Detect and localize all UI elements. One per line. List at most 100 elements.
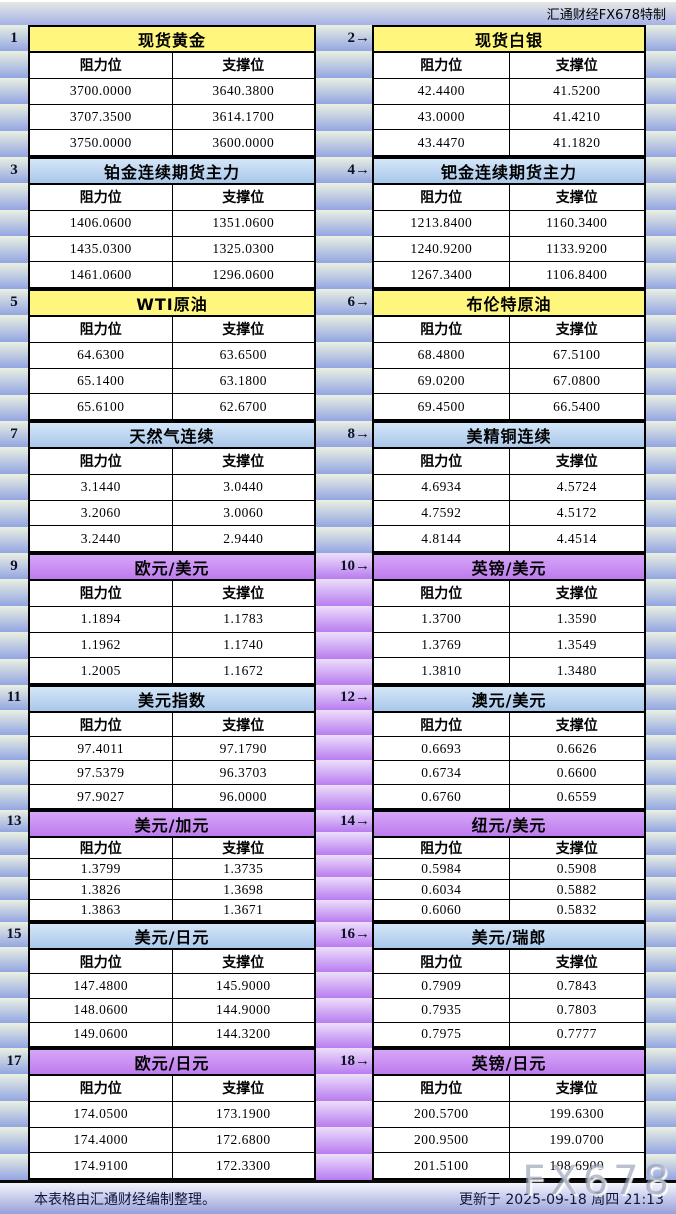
- data-row: 42.4400 41.5200: [374, 77, 645, 104]
- margin-stripe: 11: [0, 685, 28, 710]
- block-number-label: 10→: [340, 557, 370, 574]
- margin-stripe: [646, 183, 676, 210]
- support-column-label: 支撑位: [171, 185, 315, 210]
- resistance-value: 0.7935: [421, 1002, 462, 1018]
- column-header-row: 阻力位 支撑位: [30, 449, 314, 474]
- margin-stripe: [646, 421, 676, 448]
- block-title: 美元/瑞郎: [374, 924, 644, 950]
- support-value: 0.6559: [508, 785, 645, 808]
- gutter-stripe: 6→: [316, 289, 372, 316]
- price-level-block: 欧元/日元 阻力位 支撑位 174.0500 173.1900 174.4000 17…: [28, 1048, 316, 1180]
- margin-stripe: [0, 104, 28, 131]
- support-column-label: 支撑位: [171, 1076, 315, 1101]
- margin-stripe: [0, 394, 28, 422]
- resistance-column-label: 阻力位: [420, 954, 463, 971]
- left-margin: 11: [0, 685, 28, 810]
- margin-stripe: [0, 632, 28, 659]
- gutter-stripe: [316, 658, 372, 686]
- support-column-label: 支撑位: [171, 581, 315, 606]
- left-margin: 7: [0, 421, 28, 554]
- resistance-column-label: 阻力位: [79, 1081, 122, 1098]
- resistance-column-label: 阻力位: [79, 717, 122, 734]
- gutter-stripe: [316, 1127, 372, 1154]
- support-value: 0.7777: [508, 1022, 645, 1046]
- resistance-value: 147.4800: [73, 977, 129, 993]
- margin-stripe: [0, 760, 28, 785]
- support-column-label: 支撑位: [508, 713, 645, 736]
- support-value: 172.3300: [171, 1153, 315, 1178]
- right-margin: [646, 553, 676, 686]
- block-title: 欧元/日元: [30, 1050, 314, 1076]
- margin-stripe: [0, 262, 28, 290]
- resistance-value: 65.1400: [77, 372, 125, 388]
- resistance-value: 1.3863: [80, 902, 121, 918]
- margin-stripe: 1: [0, 25, 28, 52]
- resistance-column-label: 阻力位: [420, 58, 463, 75]
- support-column-label: 支撑位: [171, 53, 315, 78]
- margin-stripe: [0, 368, 28, 395]
- data-row: 1461.0600 1296.0600: [30, 261, 314, 287]
- support-value: 41.5200: [508, 78, 645, 104]
- resistance-value: 200.9500: [413, 1131, 469, 1147]
- resistance-value: 149.0600: [73, 1026, 129, 1042]
- block-number-label: 6→: [347, 293, 371, 310]
- gutter-stripe: [316, 209, 372, 237]
- gutter-stripe: [316, 760, 372, 785]
- margin-stripe: [646, 899, 676, 923]
- gutter-stripe: [316, 1100, 372, 1128]
- data-row: 1.3769 1.3549: [374, 631, 644, 658]
- price-level-block: 天然气连续 阻力位 支撑位 3.1440 3.0440 3.2060 3.0060 3.…: [28, 421, 316, 553]
- data-row: 0.6034 0.5882: [374, 878, 644, 900]
- margin-stripe: 9: [0, 553, 28, 580]
- margin-stripe: [0, 209, 28, 237]
- margin-stripe: [0, 341, 28, 369]
- support-value: 1.3590: [508, 606, 645, 632]
- margin-stripe: [646, 832, 676, 855]
- margin-stripe: [646, 289, 676, 316]
- support-column-label: 支撑位: [171, 713, 315, 736]
- margin-stripe: [646, 1022, 676, 1049]
- margin-stripe: [646, 735, 676, 760]
- price-level-block: 现货白银 阻力位 支撑位 42.4400 41.5200 43.0000 41.421…: [372, 25, 646, 157]
- resistance-value: 0.6034: [421, 881, 462, 897]
- block-number-label: 14→: [340, 812, 370, 829]
- resistance-value: 1.3799: [80, 860, 121, 876]
- data-row: 3750.0000 3600.0000: [30, 129, 314, 155]
- data-row: 147.4800 145.9000: [30, 973, 314, 998]
- support-value: 1351.0600: [171, 210, 315, 236]
- support-value: 173.1900: [171, 1101, 315, 1127]
- column-header-row: 阻力位 支撑位: [374, 449, 644, 474]
- resistance-column-label: 阻力位: [79, 841, 122, 857]
- margin-stripe: [646, 579, 676, 606]
- support-value: 1.1740: [171, 632, 315, 658]
- column-header-row: 阻力位 支撑位: [30, 185, 314, 210]
- block-title: 铂金连续期货主力: [30, 159, 314, 185]
- left-margin: 15: [0, 922, 28, 1049]
- margin-stripe: [646, 1153, 676, 1181]
- support-value: 1160.3400: [508, 210, 645, 236]
- support-column-label: 支撑位: [508, 449, 645, 474]
- margin-stripe: [646, 157, 676, 184]
- support-value: 4.5724: [508, 474, 645, 500]
- margin-stripe: [646, 1127, 676, 1154]
- data-row: 0.7975 0.7777: [374, 1021, 645, 1046]
- block-title: WTI原油: [30, 291, 314, 317]
- resistance-column-label: 阻力位: [79, 190, 122, 207]
- margin-stripe: [0, 526, 28, 554]
- data-row: 1.3810 1.3480: [374, 657, 644, 683]
- data-row: 1.2005 1.1672: [30, 657, 314, 683]
- block-number-label: 7: [10, 425, 18, 442]
- gutter-stripe: [316, 899, 372, 923]
- block-number-label: 16→: [340, 926, 370, 943]
- margin-stripe: [0, 315, 28, 342]
- support-value: 199.6300: [508, 1101, 645, 1127]
- top-credit-bar: 汇通财经FX678特制: [0, 2, 676, 25]
- support-value: 1133.9200: [508, 236, 645, 262]
- margin-stripe: [0, 473, 28, 501]
- column-header-row: 阻力位 支撑位: [30, 713, 314, 736]
- data-row: 65.6100 62.6700: [30, 393, 314, 419]
- support-value: 41.1820: [508, 130, 645, 155]
- margin-stripe: [646, 315, 676, 342]
- resistance-column-label: 阻力位: [79, 586, 122, 603]
